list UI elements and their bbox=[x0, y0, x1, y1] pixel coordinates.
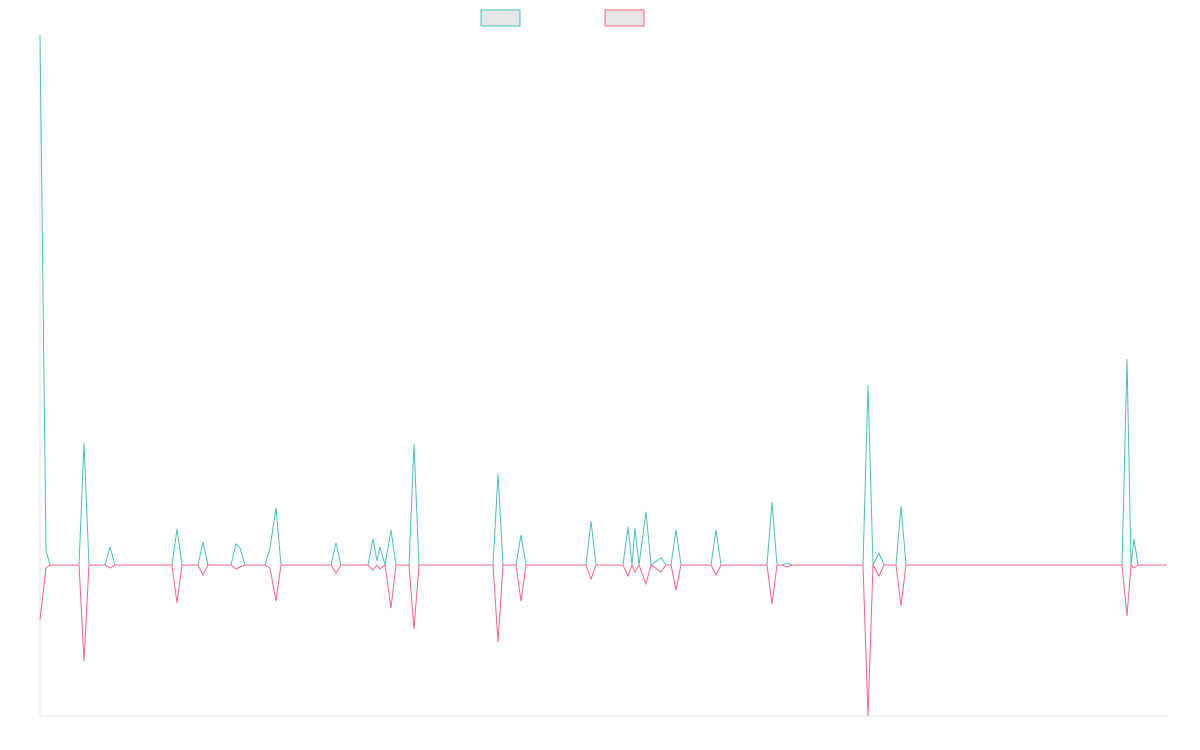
series-line bbox=[39, 34, 1167, 566]
legend-swatch bbox=[604, 9, 645, 27]
series-line bbox=[39, 563, 1167, 717]
legend-swatch bbox=[480, 9, 521, 27]
